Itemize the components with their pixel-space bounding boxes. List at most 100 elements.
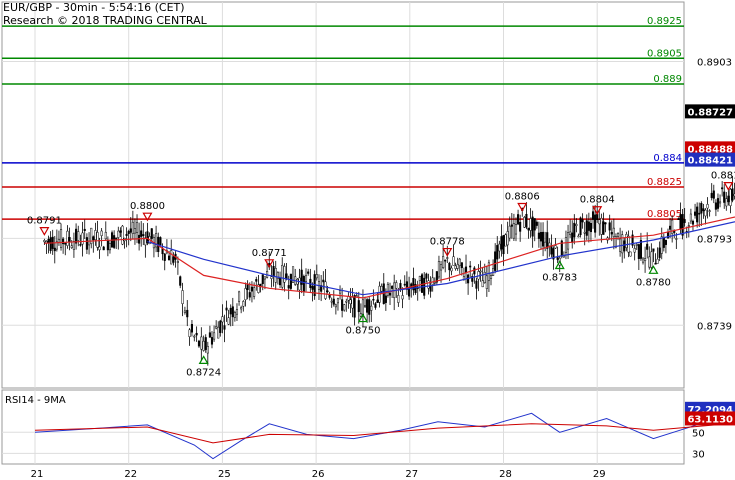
candle-body — [483, 271, 486, 284]
candle-body — [454, 265, 457, 269]
marker-label: 0.8791 — [27, 216, 62, 227]
candle-body — [85, 237, 88, 250]
candle-body — [353, 295, 356, 318]
candle-body — [45, 241, 48, 243]
candle-body — [433, 281, 436, 284]
x-tick-label: 28 — [499, 469, 512, 480]
candle-body — [633, 248, 636, 253]
candle-body — [279, 278, 282, 286]
candle-body — [242, 301, 245, 307]
candle-body — [460, 262, 463, 269]
resistance-marker — [39, 227, 50, 236]
candle-body — [635, 244, 638, 246]
candle-body — [623, 240, 626, 252]
candle-body — [384, 295, 387, 303]
rsi-tag-box — [685, 411, 735, 426]
candle-body — [418, 275, 421, 281]
candle-body — [569, 231, 572, 235]
candle-body — [479, 270, 482, 273]
candle-body — [729, 189, 732, 207]
candle-body — [641, 258, 645, 263]
candle-body — [594, 214, 597, 233]
candle-body — [261, 274, 264, 285]
swing-markers: 0.8791 0.8800 0.8724 0.8771 0.8750 0.8778 0.88… — [27, 171, 735, 379]
candle-body — [104, 231, 107, 240]
candle-body — [117, 230, 120, 238]
candle-body — [83, 228, 86, 231]
marker-label: 0.8804 — [580, 195, 615, 206]
candle-body — [485, 275, 488, 289]
marker-label: 0.8819 — [711, 171, 735, 182]
x-tick-label: 22 — [124, 469, 137, 480]
candle-body — [370, 305, 373, 311]
candle-body — [219, 320, 222, 333]
candle-body — [504, 234, 507, 247]
candle-body — [238, 291, 241, 302]
candle-body — [583, 231, 586, 234]
candle-body — [272, 266, 275, 277]
candle-body — [113, 235, 116, 248]
candle-body — [338, 290, 342, 294]
candle-body — [204, 337, 207, 350]
rsi-title: RSI14 - 9MA — [5, 395, 66, 406]
candle-body — [349, 299, 352, 304]
candle-body — [163, 253, 166, 261]
candle-body — [217, 326, 220, 339]
price-panel-frame — [1, 1, 685, 389]
candle-body — [421, 274, 424, 293]
candle-body — [332, 298, 335, 305]
candle-body — [412, 277, 415, 291]
level-label: 0.8925 — [647, 16, 682, 27]
candle-body — [357, 300, 360, 313]
candle-body — [55, 241, 58, 250]
level-label: 0.884 — [653, 153, 682, 164]
candle-body — [648, 256, 651, 268]
support-marker — [198, 355, 209, 364]
candle-body — [691, 220, 695, 225]
candle-body — [687, 225, 690, 227]
candle-body — [144, 237, 147, 246]
candle-body — [517, 214, 520, 225]
candle-body — [696, 206, 699, 223]
candle-body — [127, 231, 130, 235]
candle-body — [719, 201, 722, 204]
candle-body — [359, 313, 362, 317]
candle-body — [448, 262, 451, 271]
candle-body — [102, 246, 105, 251]
candle-body — [708, 210, 711, 212]
y-tick-label: 0.8793 — [697, 234, 732, 245]
candle-body — [98, 246, 101, 251]
candle-body — [240, 307, 243, 310]
candle-body — [255, 279, 258, 282]
axes: 21 22 25 26 27 28 29 0.8903 0.8793 0.8739 50 30 — [31, 58, 732, 480]
candle-body — [307, 271, 310, 274]
candle-body — [675, 238, 678, 240]
candle-body — [664, 240, 667, 245]
candle-body — [704, 209, 707, 217]
candle-body — [79, 244, 82, 246]
candle-body — [446, 257, 449, 259]
header-credit: Research © 2018 TRADING CENTRAL — [3, 14, 208, 27]
candle-body — [326, 290, 329, 293]
candle-body — [274, 268, 277, 283]
candle-body — [662, 237, 665, 248]
price-tag-text: 0.88488 — [687, 144, 733, 155]
candle-body — [403, 283, 406, 286]
candle-body — [355, 295, 358, 297]
candle-body — [579, 217, 582, 236]
candle-body — [487, 262, 490, 281]
price-plot-area — [1, 1, 685, 389]
candle-body — [372, 298, 375, 301]
candle-body — [368, 299, 371, 315]
candle-body — [92, 236, 95, 241]
candle-body — [600, 217, 603, 235]
candle-body — [121, 225, 124, 245]
candle-body — [727, 195, 730, 203]
candle-body — [225, 307, 228, 311]
candle-body — [229, 307, 232, 315]
level-label: 0.8825 — [647, 177, 682, 188]
candle-body — [502, 235, 505, 255]
candle-body — [343, 304, 346, 311]
candle-body — [59, 229, 63, 248]
candle-body — [510, 224, 513, 227]
